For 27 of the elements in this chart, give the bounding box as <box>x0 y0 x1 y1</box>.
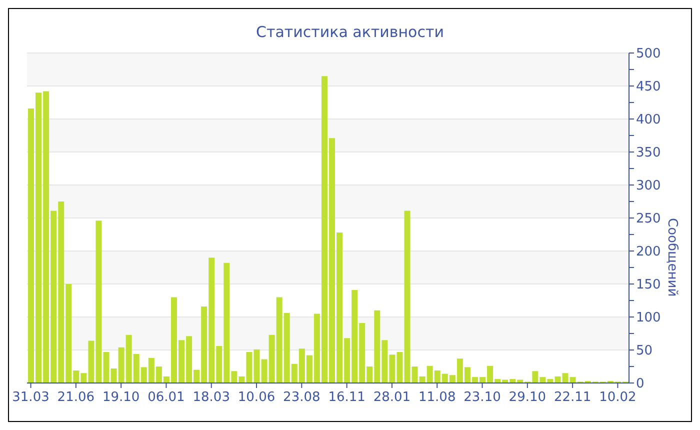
y-tick-label: 400 <box>636 112 661 128</box>
x-tick-label: 06.01 <box>148 390 185 405</box>
y-tick-label: 250 <box>636 212 661 227</box>
y-tick-label: 50 <box>636 344 653 359</box>
x-tick-label: 21.06 <box>57 390 95 405</box>
x-tick-label: 19.10 <box>102 390 140 405</box>
x-tick-label: 10.02 <box>599 390 636 405</box>
y-axis-title: Сообщений <box>664 218 680 297</box>
x-tick-label: 28.01 <box>373 390 411 405</box>
y-tick-label: 450 <box>636 80 661 95</box>
y-tick-label: 150 <box>636 278 661 293</box>
y-tick-label: 500 <box>636 46 661 62</box>
x-tick-label: 23.10 <box>464 390 501 405</box>
x-tick-label: 23.08 <box>283 390 320 405</box>
x-tick-label: 11.08 <box>418 390 456 405</box>
y-tick-label: 300 <box>636 178 661 194</box>
x-tick-label: 29.10 <box>508 390 546 405</box>
x-tick-label: 31.03 <box>12 390 50 405</box>
x-tick-label: 18.03 <box>192 390 230 405</box>
x-tick-label: 16.11 <box>328 390 366 405</box>
x-tick-label: 22.11 <box>554 390 592 405</box>
x-tick-label: 10.06 <box>238 390 276 405</box>
chart-title: Статистика активности <box>255 23 445 43</box>
y-tick-label: 200 <box>636 244 661 260</box>
y-tick-label: 350 <box>636 146 661 161</box>
y-tick-label: 0 <box>636 376 644 392</box>
y-tick-label: 100 <box>636 310 661 326</box>
